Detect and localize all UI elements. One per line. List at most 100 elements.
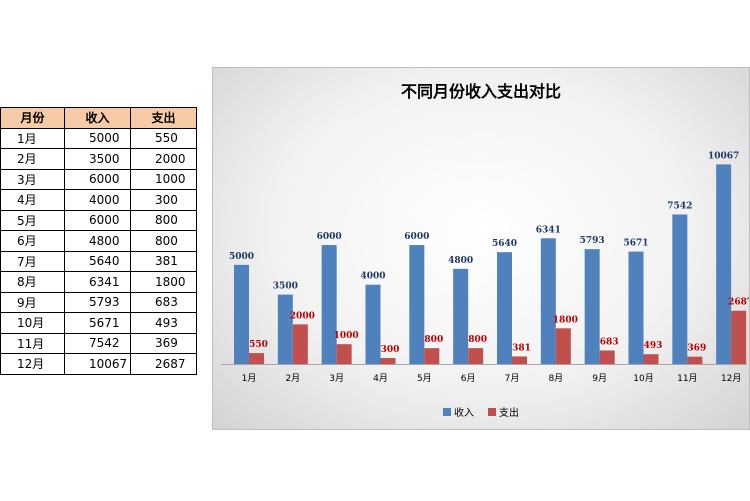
bar-chart-plot: 5000 550 1月 3500 2000 2月 6000 1000 3月 4000 300 4月 60… — [221, 151, 750, 384]
data-label-income: 5671 — [623, 239, 648, 249]
cell-expense: 381 — [130, 250, 197, 272]
bar-expense — [336, 344, 352, 364]
x-tick-label: 8月 — [548, 373, 563, 384]
cell-expense: 493 — [130, 312, 197, 334]
data-label-income: 6000 — [404, 232, 429, 242]
cell-income: 4000 — [64, 189, 131, 211]
bar-income — [584, 249, 600, 364]
table-row: 9月 5793 683 — [0, 291, 197, 313]
cell-expense: 369 — [130, 332, 197, 354]
legend-swatch-income — [443, 407, 451, 416]
cell-income: 5671 — [64, 312, 131, 334]
cell-income: 7542 — [64, 332, 131, 354]
data-label-income: 6000 — [317, 232, 342, 242]
bar-income — [628, 251, 644, 364]
bar-income — [453, 268, 469, 364]
chart-legend: 收入 支出 — [213, 404, 749, 419]
bar-expense — [512, 356, 527, 364]
cell-month: 3月 — [0, 168, 65, 190]
cell-expense: 683 — [130, 291, 197, 313]
data-table: 月份 收入 支出 1月 5000 550 2月 3500 2000 3月 6000 1000 4月… — [0, 107, 197, 375]
cell-income: 6000 — [64, 209, 131, 231]
chart-title: 不同月份收入支出对比 — [400, 82, 561, 101]
cell-month: 2月 — [0, 148, 65, 170]
cell-income: 6341 — [64, 271, 131, 293]
bar-income — [497, 252, 512, 364]
cell-expense: 1000 — [130, 168, 197, 190]
table-row: 5月 6000 800 — [0, 209, 197, 231]
bar-expense — [424, 348, 440, 364]
bar-income — [672, 214, 688, 364]
bar-expense — [599, 350, 615, 364]
cell-expense: 300 — [130, 189, 197, 211]
cell-month: 6月 — [0, 230, 65, 252]
x-tick-label: 2月 — [285, 373, 300, 384]
table-row: 6月 4800 800 — [0, 230, 197, 252]
x-tick-label: 11月 — [677, 373, 697, 384]
data-label-expense: 683 — [600, 337, 619, 347]
table-row: 1月 5000 550 — [0, 127, 197, 149]
bar-income — [234, 264, 249, 364]
data-label-expense: 381 — [512, 343, 531, 353]
cell-income: 6000 — [64, 168, 131, 190]
bar-expense — [292, 324, 308, 364]
table-row: 7月 5640 381 — [0, 250, 197, 272]
data-label-expense: 369 — [687, 344, 706, 354]
bar-income — [409, 245, 425, 364]
cell-income: 10067 — [64, 353, 131, 375]
bar-expense — [687, 356, 703, 364]
cell-expense: 800 — [130, 230, 197, 252]
table-row: 11月 7542 369 — [0, 332, 197, 354]
table-row: 8月 6341 1800 — [0, 271, 197, 293]
data-label-income: 3500 — [273, 282, 298, 292]
bar-expense — [643, 354, 659, 364]
bar-expense — [731, 310, 747, 364]
x-tick-label: 9月 — [592, 373, 607, 384]
cell-expense: 2687 — [130, 353, 197, 375]
header-expense: 支出 — [130, 107, 197, 129]
legend-swatch-expense — [488, 407, 496, 416]
header-income: 收入 — [64, 107, 131, 129]
table-row: 2月 3500 2000 — [0, 148, 197, 170]
x-tick-label: 4月 — [373, 373, 388, 384]
x-tick-label: 10月 — [633, 373, 653, 384]
cell-expense: 800 — [130, 209, 197, 231]
table-header-row: 月份 收入 支出 — [0, 107, 197, 129]
cell-month: 12月 — [0, 353, 65, 375]
data-label-income: 4800 — [448, 256, 473, 266]
cell-month: 4月 — [0, 189, 65, 211]
cell-income: 3500 — [64, 148, 131, 170]
data-label-income: 6341 — [536, 225, 561, 235]
x-tick-label: 1月 — [242, 373, 257, 384]
legend-item-income: 收入 — [443, 404, 474, 419]
bar-income — [277, 294, 293, 364]
legend-label-expense: 支出 — [499, 408, 519, 419]
data-label-income: 5793 — [580, 236, 605, 246]
data-label-expense: 800 — [468, 335, 487, 345]
bar-expense — [468, 348, 484, 364]
data-label-income: 5000 — [229, 252, 254, 262]
data-label-expense: 493 — [644, 341, 663, 351]
x-tick-label: 5月 — [417, 373, 432, 384]
table-row: 3月 6000 1000 — [0, 168, 197, 190]
data-label-expense: 2000 — [290, 311, 315, 321]
data-label-expense: 1000 — [334, 331, 359, 341]
bar-income — [716, 164, 732, 364]
chart-area: 不同月份收入支出对比 5000 550 1月 3500 2000 2月 6000 1000 3月… — [212, 67, 750, 430]
cell-income: 5000 — [64, 127, 131, 149]
data-label-expense: 300 — [381, 345, 400, 355]
data-label-expense: 2687 — [728, 298, 750, 308]
x-tick-label: 6月 — [461, 373, 476, 384]
cell-expense: 550 — [130, 127, 197, 149]
bar-income — [321, 245, 337, 364]
cell-month: 8月 — [0, 271, 65, 293]
cell-income: 5640 — [64, 250, 131, 272]
table-body: 1月 5000 550 2月 3500 2000 3月 6000 1000 4月 4000 300 5月… — [0, 127, 197, 375]
cell-expense: 2000 — [130, 148, 197, 170]
table-row: 4月 4000 300 — [0, 189, 197, 211]
data-label-income: 10067 — [708, 151, 739, 161]
data-label-expense: 800 — [424, 335, 443, 345]
cell-month: 1月 — [0, 127, 65, 149]
data-label-expense: 1800 — [553, 315, 578, 325]
bar-income — [365, 284, 381, 364]
